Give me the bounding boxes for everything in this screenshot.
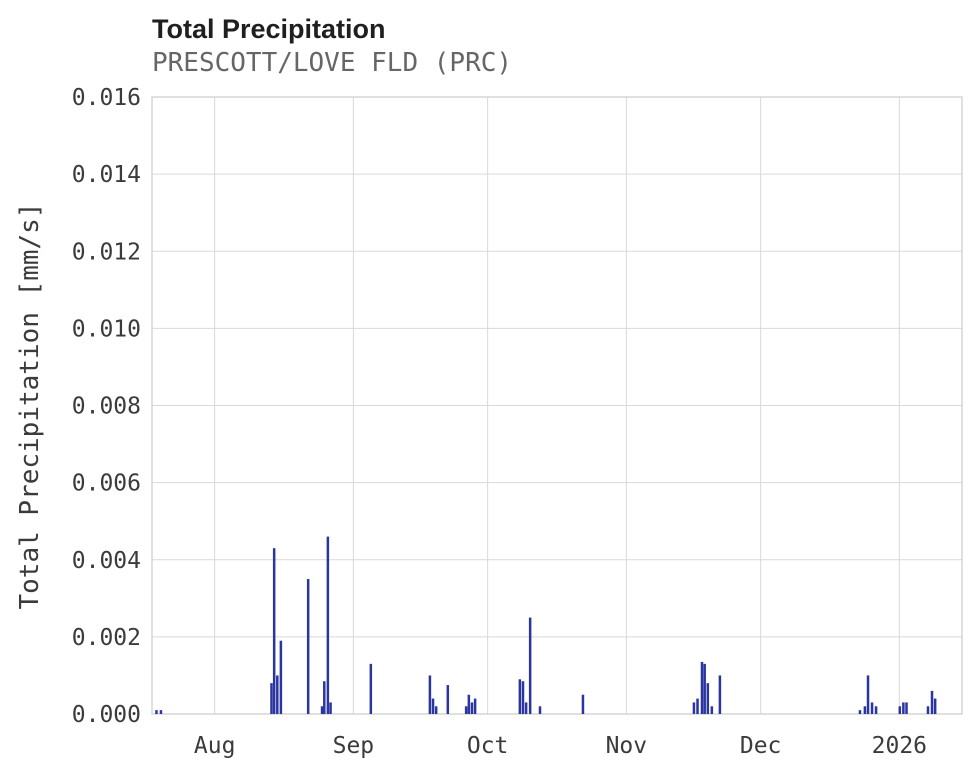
precipitation-bar bbox=[270, 683, 273, 714]
x-tick-label: Dec bbox=[740, 733, 782, 759]
precipitation-bar bbox=[446, 685, 450, 714]
x-tick-label: Sep bbox=[333, 733, 375, 759]
precipitation-bar bbox=[933, 698, 937, 714]
precipitation-bar bbox=[696, 698, 699, 714]
y-tick-label: 0.006 bbox=[72, 471, 141, 497]
precipitation-bar bbox=[706, 683, 710, 714]
precipitation-bar bbox=[369, 663, 373, 714]
x-tick-label: Nov bbox=[606, 733, 648, 759]
precipitation-bar bbox=[306, 579, 310, 714]
y-tick-label: 0.004 bbox=[72, 548, 141, 574]
chart-subtitle: PRESCOTT/LOVE FLD (PRC) bbox=[152, 48, 513, 78]
precipitation-bar bbox=[467, 694, 471, 714]
precipitation-bar bbox=[870, 702, 874, 714]
precipitation-bar bbox=[692, 702, 696, 714]
y-tick-label: 0.002 bbox=[72, 625, 141, 651]
precipitation-bar bbox=[528, 617, 532, 714]
x-tick-label: Aug bbox=[194, 733, 236, 759]
precipitation-bar bbox=[159, 710, 163, 714]
precipitation-bar bbox=[710, 706, 714, 714]
precipitation-bar bbox=[279, 640, 283, 714]
precipitation-bar bbox=[276, 675, 279, 714]
precipitation-bar bbox=[866, 675, 870, 714]
y-tick-label: 0.016 bbox=[72, 85, 141, 111]
precipitation-bar bbox=[926, 706, 930, 714]
precipitation-bar bbox=[581, 694, 585, 714]
precipitation-bar bbox=[524, 702, 528, 714]
y-tick-label: 0.012 bbox=[72, 239, 141, 265]
precipitation-bar bbox=[521, 681, 525, 714]
precipitation-bar bbox=[538, 706, 542, 714]
precipitation-bar bbox=[863, 706, 867, 714]
precipitation-bar bbox=[718, 675, 722, 714]
precipitation-bar bbox=[518, 679, 522, 714]
precipitation-bar bbox=[326, 536, 330, 714]
precipitation-bar bbox=[905, 702, 908, 714]
precipitation-bar bbox=[470, 702, 474, 714]
chart-title: Total Precipitation bbox=[152, 14, 386, 44]
precipitation-bar bbox=[700, 661, 704, 714]
y-tick-label: 0.010 bbox=[72, 316, 141, 342]
precipitation-bar bbox=[155, 710, 158, 714]
precipitation-bar bbox=[930, 690, 934, 714]
precipitation-bar bbox=[329, 702, 332, 714]
precipitation-bar bbox=[898, 706, 902, 714]
precipitation-bar bbox=[874, 706, 878, 714]
precipitation-bar bbox=[464, 706, 468, 714]
x-tick-label: 2026 bbox=[872, 733, 927, 759]
y-tick-label: 0.014 bbox=[72, 162, 141, 188]
precipitation-bar bbox=[428, 675, 432, 714]
precipitation-bar bbox=[434, 706, 438, 714]
precipitation-bar bbox=[902, 702, 905, 714]
precipitation-bar bbox=[473, 698, 477, 714]
precipitation-bar bbox=[703, 663, 706, 714]
precipitation-bar bbox=[431, 698, 435, 714]
precipitation-bar bbox=[858, 710, 862, 714]
x-tick-label: Oct bbox=[467, 733, 509, 759]
precipitation-bar bbox=[320, 706, 324, 714]
precipitation-bar bbox=[323, 681, 326, 714]
plot-border bbox=[151, 96, 963, 715]
precipitation-bar bbox=[272, 548, 276, 714]
y-tick-label: 0.000 bbox=[72, 702, 141, 728]
y-tick-label: 0.008 bbox=[72, 394, 141, 420]
